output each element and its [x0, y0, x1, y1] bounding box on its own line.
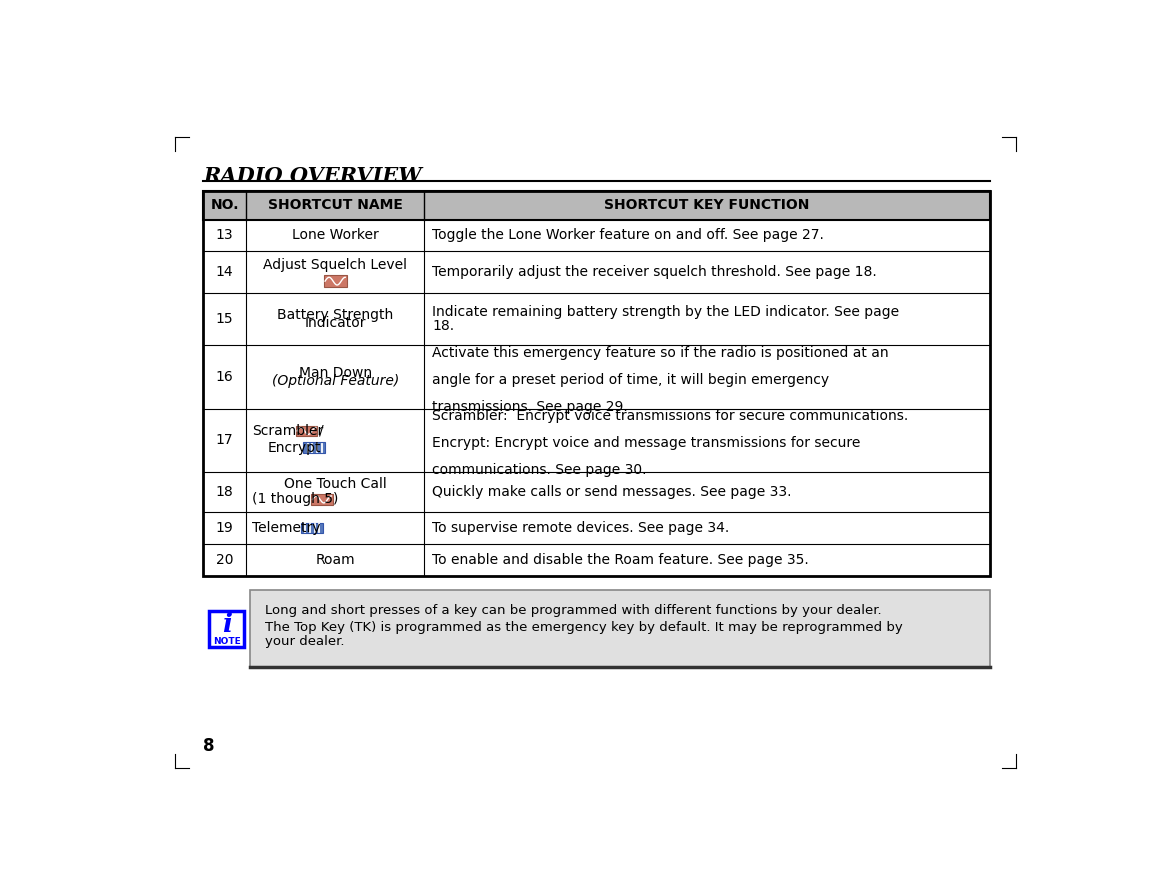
Text: 14: 14 — [216, 265, 234, 279]
Text: Battery Strength: Battery Strength — [277, 308, 393, 323]
Text: Adjust Squelch Level: Adjust Squelch Level — [263, 258, 407, 272]
Bar — [209, 611, 244, 647]
Text: 20: 20 — [216, 553, 234, 567]
Text: The Top Key (TK) is programmed as the emergency key by default. It may be reprog: The Top Key (TK) is programmed as the em… — [265, 621, 903, 634]
Text: 19: 19 — [216, 521, 234, 535]
Text: Temporarily adjust the receiver squelch threshold. See page 18.: Temporarily adjust the receiver squelch … — [432, 265, 877, 279]
Text: transmissions. See page 29.: transmissions. See page 29. — [432, 400, 627, 414]
Text: Activate this emergency feature so if the radio is positioned at an: Activate this emergency feature so if th… — [432, 346, 889, 360]
Bar — [301, 522, 323, 533]
Text: Encrypt: Encrypt voice and message transmissions for secure: Encrypt: Encrypt voice and message trans… — [432, 436, 860, 451]
Bar — [203, 293, 990, 346]
Bar — [203, 191, 990, 576]
Text: 18.: 18. — [432, 319, 454, 333]
Text: One Touch Call: One Touch Call — [284, 477, 387, 491]
Text: Man Down: Man Down — [299, 366, 372, 380]
Text: RADIO OVERVIEW: RADIO OVERVIEW — [203, 166, 422, 186]
Text: 15: 15 — [216, 313, 234, 326]
Text: To enable and disable the Roam feature. See page 35.: To enable and disable the Roam feature. … — [432, 553, 809, 567]
Bar — [203, 512, 990, 544]
Text: Long and short presses of a key can be programmed with different functions by yo: Long and short presses of a key can be p… — [265, 604, 882, 617]
Text: NOTE: NOTE — [213, 637, 241, 646]
Text: Quickly make calls or send messages. See page 33.: Quickly make calls or send messages. See… — [432, 485, 791, 499]
Text: Indicate remaining battery strength by the LED indicator. See page: Indicate remaining battery strength by t… — [432, 306, 899, 319]
Bar — [203, 346, 990, 409]
Text: 18: 18 — [216, 485, 234, 499]
Text: Indicator: Indicator — [304, 316, 366, 330]
Bar — [203, 191, 990, 220]
Text: To supervise remote devices. See page 34.: To supervise remote devices. See page 34… — [432, 521, 730, 535]
Bar — [203, 471, 990, 512]
Text: SHORTCUT KEY FUNCTION: SHORTCUT KEY FUNCTION — [604, 198, 810, 212]
Text: 13: 13 — [216, 228, 234, 242]
Text: i: i — [222, 613, 231, 637]
Bar — [203, 544, 990, 576]
Text: Telemetry: Telemetry — [252, 521, 321, 535]
Text: (Optional Feature): (Optional Feature) — [272, 374, 399, 388]
Text: 16: 16 — [216, 370, 234, 384]
Text: SHORTCUT NAME: SHORTCUT NAME — [267, 198, 402, 212]
Text: communications. See page 30.: communications. See page 30. — [432, 463, 646, 478]
Text: Lone Worker: Lone Worker — [292, 228, 379, 242]
Text: Encrypt: Encrypt — [267, 441, 321, 455]
Bar — [303, 443, 325, 453]
Bar — [295, 426, 317, 436]
Text: Scrambler:  Encrypt voice transmissions for secure communications.: Scrambler: Encrypt voice transmissions f… — [432, 409, 909, 423]
Bar — [203, 409, 990, 471]
Text: Toggle the Lone Worker feature on and off. See page 27.: Toggle the Lone Worker feature on and of… — [432, 228, 824, 242]
Bar — [203, 220, 990, 251]
Bar — [203, 251, 990, 293]
Text: NO.: NO. — [210, 198, 239, 212]
Bar — [311, 494, 332, 504]
Text: Scrambler: Scrambler — [252, 424, 323, 438]
Bar — [323, 275, 346, 287]
Bar — [250, 590, 990, 668]
Text: 17: 17 — [216, 433, 234, 447]
Text: Roam: Roam — [315, 553, 354, 567]
Text: /: / — [318, 424, 323, 438]
Text: your dealer.: your dealer. — [265, 635, 345, 648]
Text: angle for a preset period of time, it will begin emergency: angle for a preset period of time, it wi… — [432, 373, 830, 387]
Text: 8: 8 — [203, 737, 215, 755]
Text: (1 though 5): (1 though 5) — [252, 493, 338, 506]
